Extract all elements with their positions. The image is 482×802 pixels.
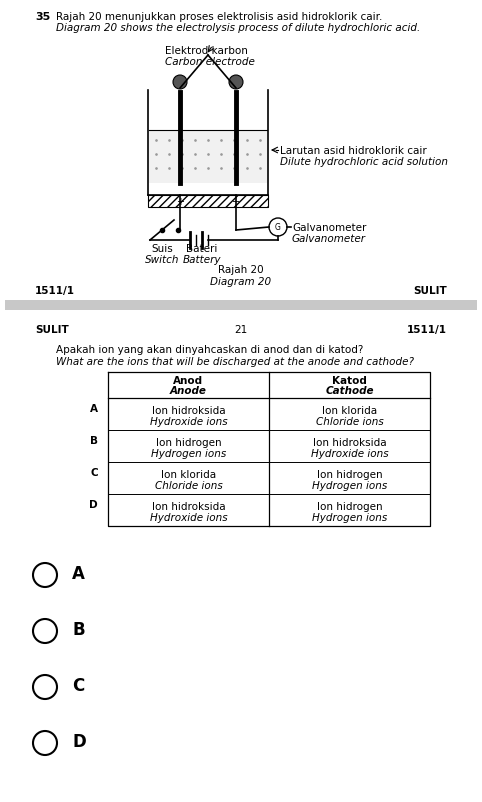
Text: A: A [72,565,85,583]
Text: Ion hidroksida: Ion hidroksida [152,406,225,416]
Text: Ion klorida: Ion klorida [161,470,216,480]
Text: Chloride ions: Chloride ions [316,417,383,427]
Text: Hydroxide ions: Hydroxide ions [150,513,228,523]
Text: C: C [72,677,84,695]
Text: Ion klorida: Ion klorida [322,406,377,416]
Text: What are the ions that will be discharged at the anode and cathode?: What are the ions that will be discharge… [56,357,414,367]
Circle shape [229,75,243,89]
Text: SULIT: SULIT [35,325,69,335]
Text: Switch: Switch [145,255,179,265]
Text: Chloride ions: Chloride ions [155,481,222,491]
Text: 1511/1: 1511/1 [35,286,75,296]
Text: Suis: Suis [151,244,173,254]
Text: Anod: Anod [174,376,203,386]
Text: Elektrod karbon: Elektrod karbon [165,46,248,56]
Text: Hydrogen ions: Hydrogen ions [312,481,387,491]
Text: Rajah 20: Rajah 20 [218,265,264,275]
Text: Bateri: Bateri [187,244,218,254]
Text: G: G [275,222,281,232]
Bar [149,130,267,183]
Bar [5,300,477,310]
Text: Diagram 20 shows the electrolysis process of dilute hydrochloric acid.: Diagram 20 shows the electrolysis proces… [56,23,420,33]
Text: Hydroxide ions: Hydroxide ions [150,417,228,427]
Text: Rajah 20 menunjukkan proses elektrolisis asid hidroklorik cair.: Rajah 20 menunjukkan proses elektrolisis… [56,12,382,22]
Text: D: D [89,500,98,510]
Text: Galvanometer: Galvanometer [292,234,366,244]
Text: Ion hidroksida: Ion hidroksida [152,502,225,512]
Text: Ion hidrogen: Ion hidrogen [156,438,221,448]
Text: Ion hidrogen: Ion hidrogen [317,470,382,480]
Circle shape [269,218,287,236]
Text: D: D [72,733,86,751]
Text: Carbon electrode: Carbon electrode [165,57,255,67]
Text: B: B [72,621,85,639]
Bar [148,195,268,207]
Text: Galvanometer: Galvanometer [292,223,366,233]
Text: C: C [91,468,98,478]
Text: Hydroxide ions: Hydroxide ions [311,449,388,459]
Text: 1511/1: 1511/1 [407,325,447,335]
Text: +: + [176,197,184,207]
Text: Anode: Anode [170,386,207,396]
Text: Apakah ion yang akan dinyahcaskan di anod dan di katod?: Apakah ion yang akan dinyahcaskan di ano… [56,345,363,355]
Text: Diagram 20: Diagram 20 [211,277,271,287]
Text: −: − [232,197,240,207]
Text: B: B [90,436,98,446]
Text: Larutan asid hidroklorik cair: Larutan asid hidroklorik cair [280,146,427,156]
Text: Hydrogen ions: Hydrogen ions [312,513,387,523]
Text: 35: 35 [35,12,50,22]
Text: Katod: Katod [332,376,367,386]
Text: A: A [90,404,98,414]
Text: SULIT: SULIT [413,286,447,296]
Text: Ion hidroksida: Ion hidroksida [313,438,386,448]
Text: Cathode: Cathode [325,386,374,396]
Circle shape [173,75,187,89]
Text: Dilute hydrochloric acid solution: Dilute hydrochloric acid solution [280,157,448,167]
Text: Hydrogen ions: Hydrogen ions [151,449,226,459]
Text: 21: 21 [234,325,248,335]
Text: Battery: Battery [183,255,221,265]
Text: Ion hidrogen: Ion hidrogen [317,502,382,512]
